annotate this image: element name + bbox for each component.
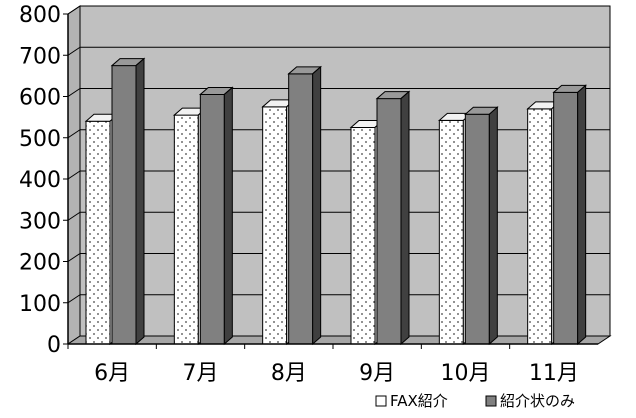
bar-face [199,93,225,345]
bar-side [223,86,233,346]
bar-face [85,120,111,345]
bar-letter-3 [375,90,411,346]
legend-swatch-letter [485,395,497,407]
y-tick-label: 800 [19,3,61,28]
gridline-side [67,294,81,304]
x-tick-label: 8月 [271,361,307,386]
bar-face [438,119,464,345]
gridline-side [67,170,81,180]
bar-letter-2 [287,65,322,346]
y-tick-label: 300 [19,209,61,234]
gridline-side [67,129,81,139]
bar-face [262,106,288,345]
bar-face [173,114,199,345]
legend-label-letter: 紹介状のみ [500,392,575,410]
x-tick-label: 10月 [441,361,491,386]
bar-face [464,113,490,345]
gridline-side [67,253,81,262]
legend-swatch-fax [375,395,387,407]
gridline-side [67,211,81,221]
bar-letter-1 [199,86,234,346]
legend: FAX紹介 紹介状のみ [375,392,575,410]
bar-side [312,65,322,346]
y-axis-ticks: 0 100 200 300 400 500 600 700 800 [19,3,68,358]
y-tick-label: 200 [19,251,61,276]
bar-letter-5 [552,84,587,346]
bar-face [527,108,553,345]
bar-letter-4 [464,106,499,346]
bar-face [111,65,137,345]
x-tick-label: 6月 [94,361,130,386]
y-tick-label: 100 [19,292,61,317]
gridline-side [67,5,81,15]
x-tick-label: 11月 [529,361,579,386]
bar-face [350,126,376,345]
legend-label-fax: FAX紹介 [390,392,448,410]
bar-side [400,90,410,346]
bar-face [288,73,314,345]
gridlines [67,5,610,304]
y-tick-label: 400 [19,168,61,193]
bar-side [577,84,587,346]
bars [84,57,587,346]
y-tick-label: 700 [19,44,61,69]
x-tick-label: 7月 [183,361,219,386]
bar-face [376,98,402,345]
x-axis-ticks: 6月 7月 8月 9月 10月 11月 [67,344,579,386]
bar-side [135,57,145,346]
bar-letter-0 [110,57,146,346]
gridline-side [67,46,81,56]
x-tick-label: 9月 [359,361,395,386]
y-tick-label: 0 [47,333,61,358]
bar-face [553,91,579,345]
gridline-side [67,88,81,97]
y-tick-label: 500 [19,127,61,152]
bar-side [488,106,498,346]
y-tick-label: 600 [19,86,61,111]
